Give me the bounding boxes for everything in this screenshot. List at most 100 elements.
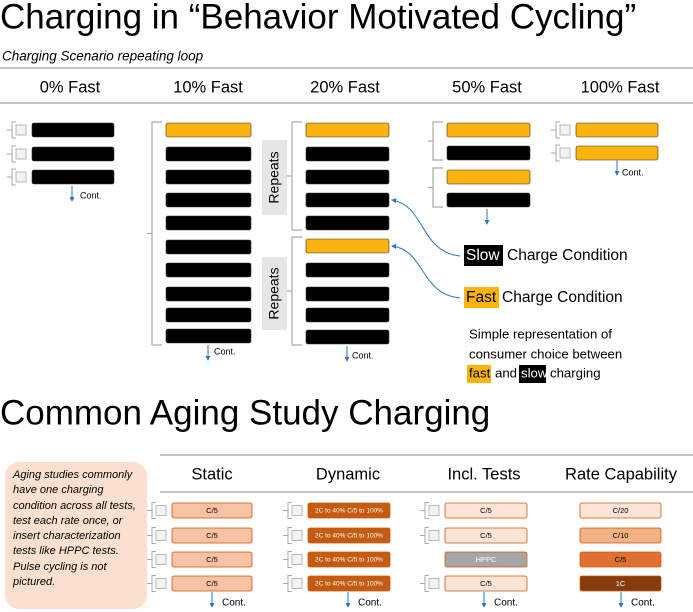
charge-bar: [165, 146, 252, 162]
bar-label: 2C to 40% C/5 to 100%: [315, 508, 383, 515]
bracket: [155, 505, 167, 516]
charge-bar: [446, 169, 531, 185]
cont-label: Cont.: [214, 346, 236, 356]
bracket: [291, 530, 303, 541]
cont-label: Cont.: [622, 167, 644, 177]
cont-label: Cont.: [352, 350, 374, 360]
column-heading: Rate Capability: [565, 465, 678, 483]
bracket: [428, 505, 440, 516]
charge-bar: [305, 122, 390, 138]
charge-bar: [165, 262, 252, 278]
column-heading: Incl. Tests: [447, 465, 520, 483]
charge-bar: [165, 215, 252, 231]
note-line: Simple representation of: [469, 326, 612, 341]
connector: [391, 244, 461, 299]
bar-label: C/5: [480, 506, 492, 515]
note-word: charging: [550, 365, 601, 380]
note-word: slow: [521, 365, 548, 380]
charge-bar: [305, 169, 390, 185]
charge-bar: [165, 169, 252, 185]
repeats-label: Repeats: [266, 151, 282, 203]
charge-bar: [171, 527, 253, 544]
charge-bar: [444, 502, 528, 519]
bracket: [428, 121, 443, 161]
charge-bar: [444, 527, 528, 544]
column-heading: Static: [191, 465, 232, 483]
fast-highlight: [467, 365, 491, 383]
charge-bar: [31, 122, 115, 138]
note-word: fast: [469, 365, 491, 380]
cont-label: Cont.: [631, 598, 655, 609]
note-word: and: [495, 365, 517, 380]
bar-label: 2C to 40% C/5 to 100%: [315, 581, 383, 588]
bracket: [287, 236, 302, 346]
bar-label: 2C to 40% C/5 to 100%: [315, 557, 383, 564]
charge-bar: [575, 145, 659, 161]
bracket: [420, 527, 429, 544]
title: Charging in “Behavior Motivated Cycling”: [0, 0, 636, 36]
bracket: [147, 502, 156, 519]
charge-bar: [579, 551, 662, 568]
charge-bar: [165, 328, 252, 344]
charge-bar: [165, 286, 252, 302]
repeats-box: [262, 257, 287, 330]
column-heading: 0% Fast: [40, 78, 101, 96]
charge-bar: [444, 575, 528, 592]
bracket: [15, 171, 27, 183]
bracket: [147, 551, 156, 568]
bar-label: C/20: [613, 506, 629, 515]
charge-bar: [307, 502, 391, 519]
charge-bar: [446, 192, 531, 208]
title: Common Aging Study Charging: [0, 393, 490, 432]
bracket: [559, 124, 571, 136]
column-heading: 20% Fast: [310, 78, 380, 96]
bracket: [283, 527, 292, 544]
charge-bar: [305, 286, 390, 302]
bracket: [291, 578, 303, 589]
bracket: [155, 530, 167, 541]
charge-bar: [579, 527, 662, 544]
bracket: [287, 121, 302, 231]
slow-key: [464, 245, 503, 266]
bar-label: C/5: [206, 555, 218, 564]
charge-bar: [446, 122, 531, 138]
charge-bar: [165, 122, 252, 138]
charge-bar: [305, 307, 390, 323]
bracket: [7, 168, 16, 186]
charge-bar: [575, 122, 659, 138]
connector: [391, 198, 461, 257]
charge-bar: [31, 169, 115, 185]
charge-bar: [307, 551, 391, 568]
column-heading: 50% Fast: [452, 78, 522, 96]
bracket: [155, 578, 167, 589]
repeats-box: [262, 140, 287, 215]
charge-bar: [446, 145, 531, 161]
legend-key: Slow: [466, 247, 500, 264]
legend-text: Charge Condition: [502, 289, 623, 306]
slow-highlight: [519, 365, 546, 383]
bar-label: C/5: [480, 579, 492, 588]
charge-bar: [305, 192, 390, 208]
charge-bar: [171, 575, 253, 592]
bracket: [428, 578, 440, 589]
bar-label: C/10: [613, 531, 629, 540]
charge-bar: [305, 329, 390, 345]
bracket: [283, 551, 292, 568]
bar-label: 1C: [616, 579, 626, 588]
bar-label: C/5: [206, 579, 218, 588]
charge-bar: [165, 192, 252, 208]
bracket: [291, 505, 303, 516]
charge-bar: [305, 238, 390, 254]
cont-label: Cont.: [494, 598, 518, 609]
bar-label: 2C to 40% C/5 to 100%: [315, 533, 383, 540]
note-line: consumer choice between: [469, 346, 622, 361]
cont-label: Cont.: [80, 190, 102, 200]
repeats-label: Repeats: [266, 267, 282, 319]
bar-label: C/5: [206, 506, 218, 515]
bracket: [7, 121, 16, 139]
bracket: [147, 121, 162, 346]
subtitle: Charging Scenario repeating loop: [2, 49, 204, 64]
bracket: [15, 148, 27, 160]
legend-text: Charge Condition: [507, 247, 628, 264]
